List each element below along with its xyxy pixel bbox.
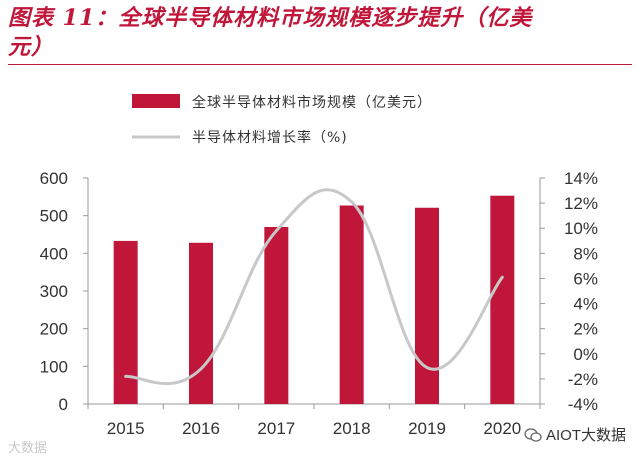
figure-title-line-1: 图表 11：全球半导体材料市场规模逐步提升（亿美 <box>8 5 533 31</box>
legend-line-label: 半导体材料增长率（%) <box>192 129 348 146</box>
y-right-tick-label: 2% <box>573 320 598 339</box>
x-tick-label: 2020 <box>483 419 521 438</box>
bar <box>113 240 138 404</box>
bar <box>339 205 364 404</box>
legend-bar-label: 全球半导体材料市场规模（亿美元） <box>192 94 432 111</box>
bar <box>189 242 213 404</box>
y-left-tick-label: 500 <box>40 207 68 226</box>
y-left-tick-label: 300 <box>40 282 68 301</box>
y-right-tick-label: -2% <box>568 370 598 389</box>
watermark-left: 大数据 <box>8 441 48 456</box>
y-right-tick-label: 6% <box>573 269 598 288</box>
watermark-right-text: AIOT大数据 <box>545 427 626 444</box>
y-left-tick-label: 400 <box>40 244 68 263</box>
growth-rate-line <box>124 188 504 386</box>
y-right-tick-label: 10% <box>564 219 598 238</box>
y-right-tick-label: 14% <box>564 169 598 188</box>
wechat-icon <box>524 428 542 442</box>
y-right-tick-label: 4% <box>573 295 598 314</box>
y-right-tick-label: 0% <box>573 345 598 364</box>
figure-title: 图表 11：全球半导体材料市场规模逐步提升（亿美 元） <box>8 4 632 62</box>
legend-bar-swatch <box>132 94 180 108</box>
x-tick-label: 2018 <box>333 419 371 438</box>
bar <box>490 195 515 404</box>
x-tick-label: 2019 <box>408 419 446 438</box>
y-left-tick-label: 600 <box>40 169 68 188</box>
figure-title-line-2: 元） <box>8 34 55 60</box>
x-tick-label: 2017 <box>257 419 295 438</box>
y-right-tick-label: -4% <box>568 395 598 414</box>
bar <box>264 226 289 404</box>
y-right-tick-label: 12% <box>564 194 598 213</box>
y-right-tick-label: 8% <box>573 244 598 263</box>
y-left-tick-label: 100 <box>40 357 68 376</box>
x-tick-label: 2015 <box>107 419 145 438</box>
watermark-right: AIOT大数据 <box>524 424 626 445</box>
y-left-tick-label: 200 <box>40 320 68 339</box>
bar <box>415 207 439 404</box>
y-left-tick-label: 0 <box>59 395 68 414</box>
x-tick-label: 2016 <box>182 419 220 438</box>
title-divider <box>8 64 632 65</box>
